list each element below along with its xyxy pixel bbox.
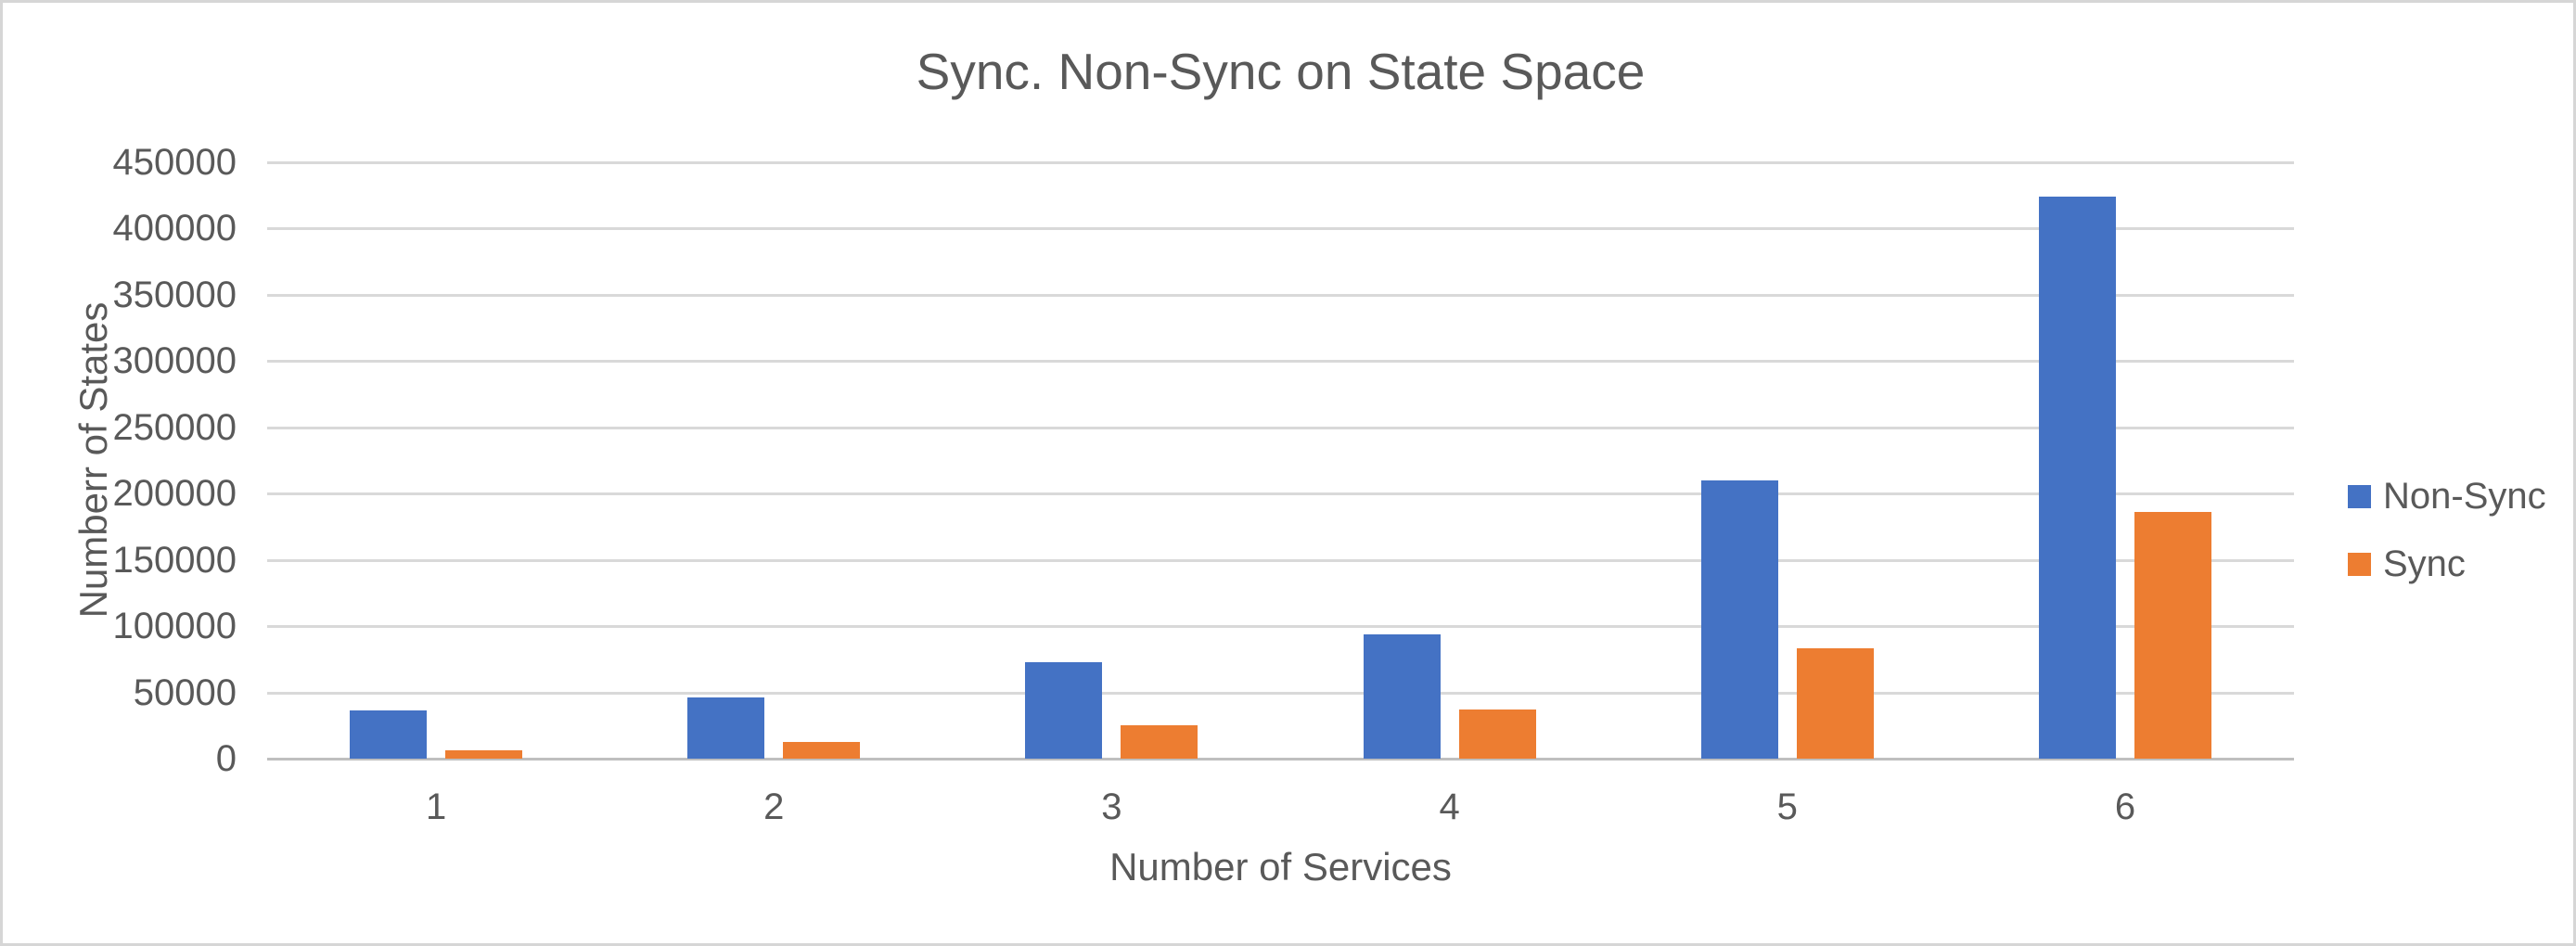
legend-marker-icon <box>2348 485 2371 508</box>
gridline-400000 <box>267 227 2294 230</box>
bar-non-sync-service-1 <box>350 710 428 759</box>
bar-sync-service-5 <box>1796 648 1874 759</box>
bar-non-sync-service-4 <box>1363 634 1441 759</box>
y-axis-tick-labels: 450000 400000 350000 300000 250000 200000 1500… <box>3 3 237 943</box>
category-group-3 <box>942 162 1280 759</box>
y-tick-label-0: 0 <box>215 738 237 779</box>
legend-label: Non-Sync <box>2383 476 2546 517</box>
y-tick-label-200000: 200000 <box>112 473 237 514</box>
bar-sync-service-4 <box>1458 710 1536 759</box>
legend-label: Sync <box>2383 543 2466 584</box>
y-tick-label-450000: 450000 <box>112 142 237 183</box>
bar-sync-service-6 <box>2134 512 2211 759</box>
x-tick-label-1: 1 <box>425 786 447 827</box>
gridline-50000 <box>267 692 2294 695</box>
gridline-450000 <box>267 161 2294 164</box>
y-tick-label-50000: 50000 <box>133 672 237 713</box>
category-group-2 <box>605 162 942 759</box>
plot-area <box>267 161 2294 761</box>
x-axis-title: Number of Services <box>1109 845 1452 888</box>
bar-non-sync-service-2 <box>687 697 765 759</box>
gridline-150000 <box>267 559 2294 562</box>
gridline-0 <box>267 758 2294 761</box>
chart-title: Sync. Non-Sync on State Space <box>916 43 1646 100</box>
x-tick-label-6: 6 <box>2114 786 2136 827</box>
legend-item-sync: Sync <box>2348 543 2546 585</box>
category-group-1 <box>267 162 605 759</box>
bar-sync-service-1 <box>445 750 523 759</box>
category-group-4 <box>1281 162 1619 759</box>
y-tick-label-100000: 100000 <box>112 606 237 646</box>
gridline-200000 <box>267 492 2294 495</box>
bar-sync-service-3 <box>1121 725 1198 759</box>
legend: Non-Sync Sync <box>2348 476 2546 585</box>
legend-item-non-sync: Non-Sync <box>2348 476 2546 518</box>
bar-non-sync-service-3 <box>1025 662 1103 759</box>
x-tick-label-3: 3 <box>1101 786 1122 827</box>
x-axis-tick-labels: 1 2 3 4 5 6 <box>267 786 2294 828</box>
y-tick-label-300000: 300000 <box>112 340 237 381</box>
legend-marker-icon <box>2348 553 2371 576</box>
x-tick-label-5: 5 <box>1776 786 1798 827</box>
gridline-300000 <box>267 360 2294 363</box>
gridline-350000 <box>267 294 2294 297</box>
bar-non-sync-service-5 <box>1700 480 1778 759</box>
category-group-6 <box>1956 162 2294 759</box>
y-tick-label-350000: 350000 <box>112 275 237 315</box>
y-tick-label-400000: 400000 <box>112 208 237 249</box>
gridline-250000 <box>267 427 2294 429</box>
bar-non-sync-service-6 <box>2038 197 2116 759</box>
category-group-5 <box>1619 162 1956 759</box>
y-tick-label-250000: 250000 <box>112 407 237 448</box>
y-tick-label-150000: 150000 <box>112 540 237 581</box>
x-tick-label-2: 2 <box>763 786 785 827</box>
bar-sync-service-2 <box>783 742 861 759</box>
gridline-100000 <box>267 625 2294 628</box>
x-tick-label-4: 4 <box>1439 786 1460 827</box>
bars-layer <box>267 162 2294 759</box>
